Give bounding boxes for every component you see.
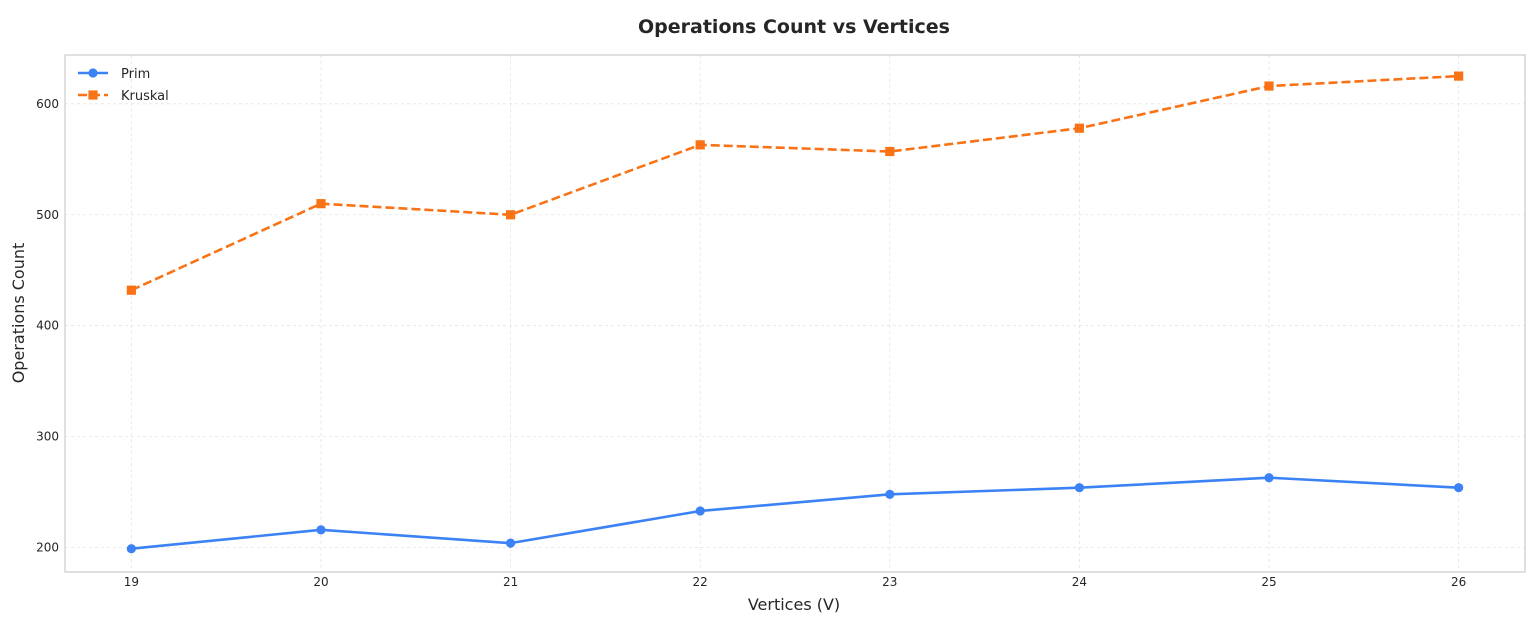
x-axis-label: Vertices (V) — [748, 595, 840, 614]
x-tick-label: 22 — [693, 575, 708, 589]
x-tick-label: 21 — [503, 575, 518, 589]
y-tick-label: 500 — [36, 208, 59, 222]
data-point-kruskal — [1264, 81, 1274, 91]
plot-frame — [64, 54, 1526, 573]
x-tick-label: 24 — [1072, 575, 1087, 589]
data-point-kruskal — [505, 210, 516, 220]
x-tick-label: 26 — [1451, 575, 1466, 589]
data-point-kruskal — [1454, 71, 1464, 81]
x-axis-ticks: 19 20 21 22 23 24 25 26 — [124, 575, 1467, 589]
data-point-kruskal — [126, 285, 136, 295]
y-axis-ticks: 200 300 400 500 600 — [36, 97, 59, 555]
data-point-prim — [695, 506, 705, 516]
data-point-kruskal — [695, 140, 705, 150]
series-line-kruskal — [130, 74, 1459, 292]
y-tick-label: 200 — [36, 541, 59, 555]
legend-label-kruskal: Kruskal — [121, 89, 169, 104]
chart-title: Operations Count vs Vertices — [638, 16, 950, 38]
data-point-prim — [1454, 483, 1464, 493]
data-point-prim — [1074, 483, 1085, 493]
data-point-kruskal — [885, 146, 895, 157]
legend-label-prim: Prim — [121, 67, 150, 82]
y-tick-label: 300 — [36, 430, 59, 444]
y-tick-label: 400 — [36, 319, 59, 333]
legend-marker-kruskal — [88, 90, 98, 100]
grid-lines — [65, 55, 1525, 572]
x-tick-label: 20 — [313, 575, 328, 589]
data-point-prim — [885, 489, 895, 499]
x-tick-label: 19 — [124, 575, 139, 589]
data-point-prim — [1264, 473, 1274, 483]
data-point-prim — [505, 538, 516, 548]
legend: Prim Kruskal — [78, 67, 169, 104]
data-point-kruskal — [1074, 123, 1085, 133]
data-point-prim — [126, 544, 136, 554]
data-point-prim — [316, 525, 326, 535]
data-point-kruskal — [316, 199, 326, 209]
x-tick-label: 25 — [1261, 575, 1276, 589]
series-line-prim — [131, 476, 1459, 550]
series-layer — [126, 71, 1464, 554]
legend-marker-prim — [88, 68, 98, 78]
y-tick-label: 600 — [36, 97, 59, 111]
x-tick-label: 23 — [882, 575, 897, 589]
y-axis-label: Operations Count — [9, 243, 28, 384]
